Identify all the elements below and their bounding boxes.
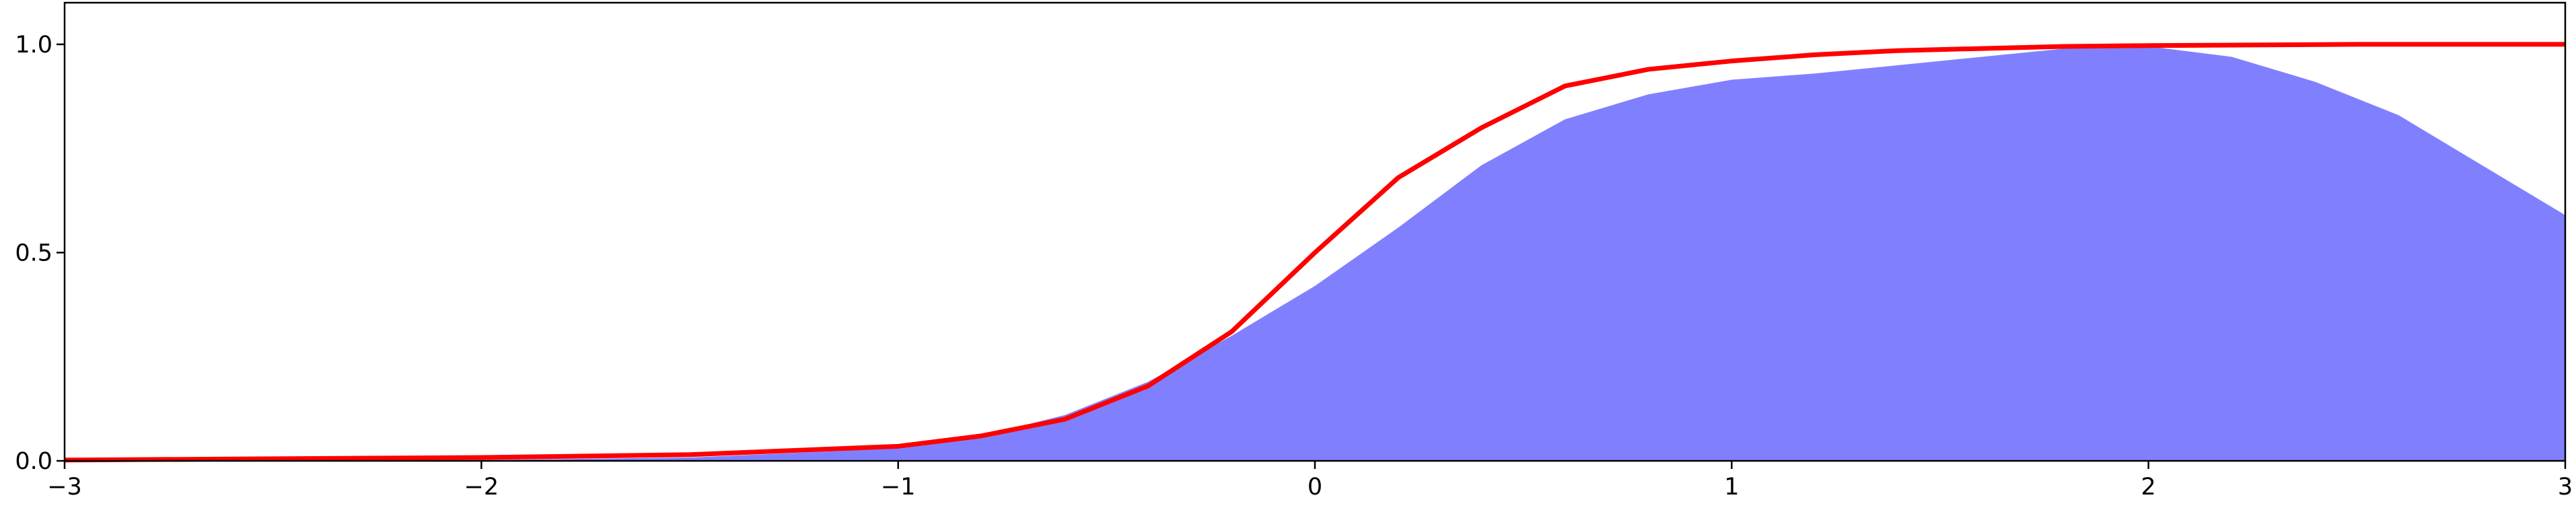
x-tick-label: 1 <box>1724 474 1739 501</box>
x-tick-label: −2 <box>464 474 499 501</box>
y-tick-label: 0.0 <box>15 448 52 475</box>
line-series-1 <box>64 42 2565 463</box>
y-tick-label: 1.0 <box>15 32 52 59</box>
x-tick-label: 0 <box>1308 474 1322 501</box>
x-tick-label: −3 <box>47 474 82 501</box>
x-tick-label: 3 <box>2558 474 2573 501</box>
x-tick-label: −1 <box>881 474 916 501</box>
x-tick-label: 2 <box>2141 474 2156 501</box>
y-tick-label: 0.5 <box>15 240 52 266</box>
area-series-0 <box>65 46 2565 462</box>
